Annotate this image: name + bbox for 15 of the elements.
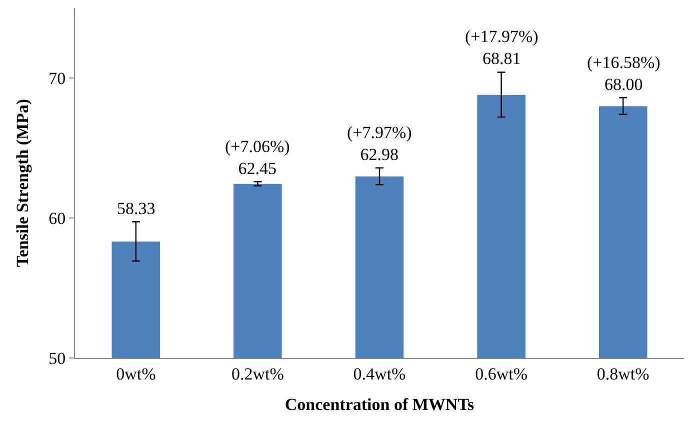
- data-label: (+7.06%) 62.45: [225, 137, 290, 178]
- data-label: 58.33: [117, 199, 156, 218]
- x-tick-label: 0wt%: [116, 364, 156, 384]
- y-tick-label: 60: [48, 208, 66, 228]
- data-label: (+7.97%) 62.98: [347, 123, 412, 164]
- x-tick-label: 0.4wt%: [353, 364, 406, 384]
- y-tick-label: 70: [48, 68, 66, 88]
- data-label: (+16.58%) 68.00: [587, 53, 660, 94]
- data-label: (+17.97%) 68.81: [465, 27, 538, 68]
- y-tick-label: 50: [48, 348, 66, 368]
- x-tick-label: 0.8wt%: [596, 364, 650, 384]
- y-axis-title: Tensile Strength (MPa): [13, 98, 32, 268]
- x-tick-label: 0.6wt%: [475, 364, 528, 384]
- x-axis-title: Concentration of MWNTs: [284, 394, 474, 414]
- x-tick-label: 0.2wt%: [231, 364, 284, 384]
